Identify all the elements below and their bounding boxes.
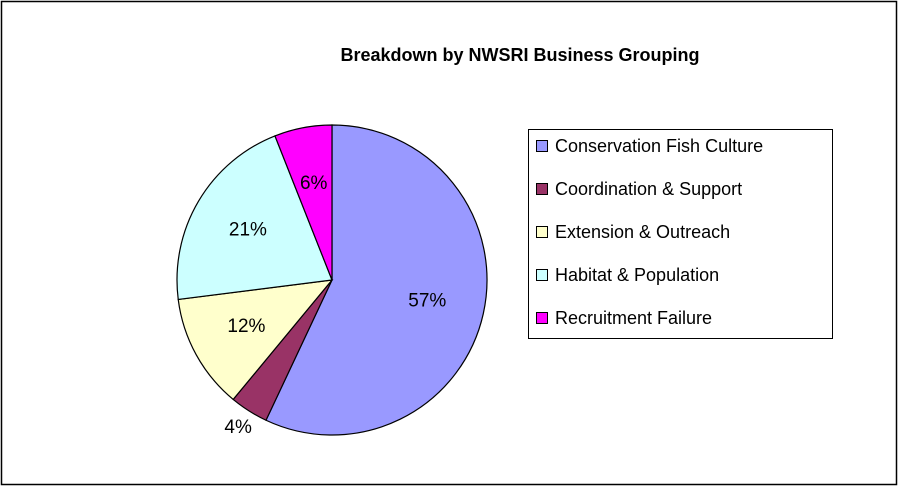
legend-swatch [536, 140, 548, 152]
legend-label: Extension & Outreach [555, 222, 730, 242]
pie-slice [265, 124, 488, 436]
legend-label: Recruitment Failure [555, 308, 712, 328]
legend-label: Habitat & Population [555, 265, 719, 285]
chart-title: Breakdown by NWSRI Business Grouping [340, 45, 699, 65]
legend-swatch [536, 183, 548, 195]
legend-swatch [536, 226, 548, 238]
legend-swatch [536, 312, 548, 324]
data-label: 57% [408, 290, 446, 311]
data-label: 21% [229, 219, 267, 240]
pie-slice [274, 124, 333, 281]
legend-label: Conservation Fish Culture [555, 136, 763, 156]
legend-swatch [536, 269, 548, 281]
data-label: 12% [227, 316, 265, 337]
pie-slice [177, 279, 334, 401]
data-label: 4% [224, 417, 252, 438]
pie-slice [176, 135, 333, 301]
data-label: 6% [300, 173, 328, 194]
legend-label: Coordination & Support [555, 179, 742, 199]
legend-box [528, 129, 833, 339]
